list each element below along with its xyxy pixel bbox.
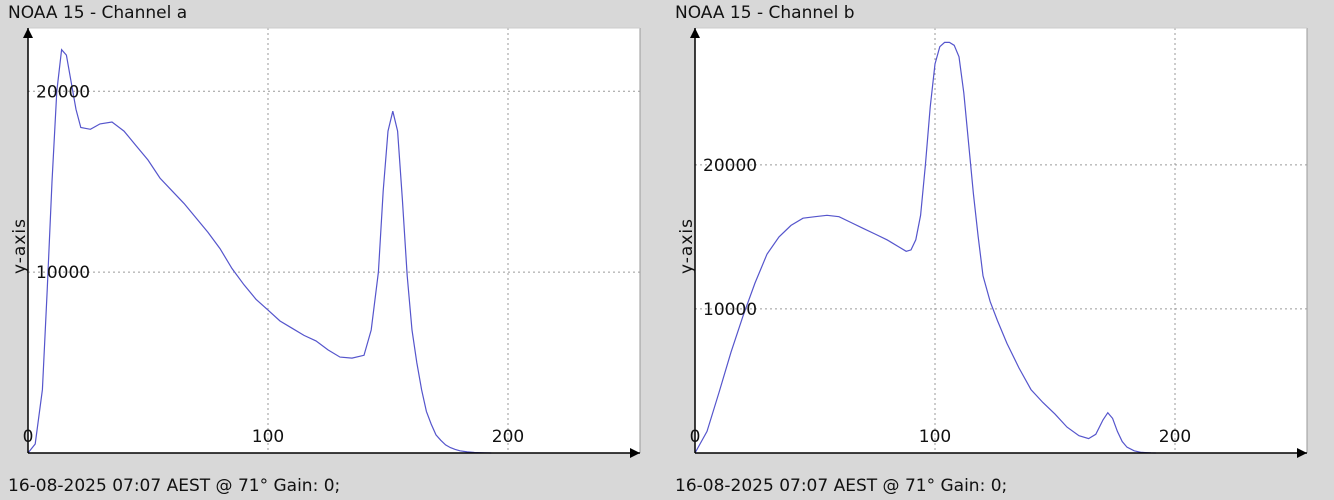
x-tick-label: 0: [23, 427, 34, 447]
y-axis-arrow: [690, 28, 700, 38]
plot-area-channel-a: 0 100 200 10000 20000: [23, 27, 641, 458]
y-tick-label: 10000: [703, 300, 757, 320]
x-tick-label: 200: [1159, 427, 1191, 447]
series-line: [27, 48, 492, 454]
x-axis-arrow: [630, 448, 640, 458]
footer-status: 16-08-2025 07:07 AEST @ 71° Gain: 0;: [675, 476, 1008, 496]
y-tick-label: 10000: [36, 263, 90, 283]
y-tick-label: 20000: [703, 156, 757, 176]
chart-title: NOAA 15 - Channel b: [675, 3, 855, 23]
x-tick-label: 0: [690, 427, 701, 447]
plot-area-channel-b: 0 100 200 10000 20000: [690, 27, 1308, 458]
plot-background: [28, 28, 640, 453]
footer-status: 16-08-2025 07:07 AEST @ 71° Gain: 0;: [8, 476, 341, 496]
y-axis-arrow: [23, 28, 33, 38]
chart-panel-channel-b: NOAA 15 - Channel b 0 100 200 10000 20000 y-…: [667, 0, 1334, 500]
series-line: [694, 41, 1156, 454]
x-tick-label: 100: [252, 427, 284, 447]
y-axis-label: y-axis: [677, 218, 697, 274]
plot-background: [695, 28, 1307, 453]
chart-panel-channel-a: NOAA 15 - Channel a 0 100 200 10000 20000 y-…: [8, 3, 641, 496]
y-axis-label: y-axis: [10, 218, 30, 274]
x-tick-label: 100: [919, 427, 951, 447]
x-tick-label: 200: [492, 427, 524, 447]
y-tick-label: 20000: [36, 82, 90, 102]
x-axis-arrow: [1297, 448, 1307, 458]
chart-title: NOAA 15 - Channel a: [8, 3, 188, 23]
